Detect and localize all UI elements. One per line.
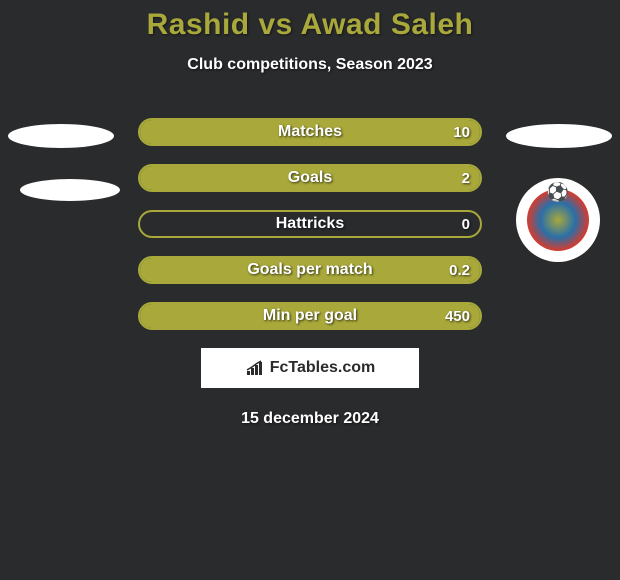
bar-label: Goals [138, 164, 482, 192]
page-title: Rashid vs Awad Saleh [0, 8, 620, 42]
bar-row: Min per goal 450 [138, 302, 482, 330]
bar-row: Hattricks 0 [138, 210, 482, 238]
bar-label: Min per goal [138, 302, 482, 330]
bar-value: 0.2 [449, 256, 470, 284]
bar-value: 10 [453, 118, 470, 146]
bar-value: 2 [462, 164, 470, 192]
stats-bars: Matches 10 Goals 2 Hattricks 0 Goals per… [0, 118, 620, 330]
bar-row: Goals per match 0.2 [138, 256, 482, 284]
bar-label: Matches [138, 118, 482, 146]
bar-row: Goals 2 [138, 164, 482, 192]
bar-label: Hattricks [138, 210, 482, 238]
bar-label: Goals per match [138, 256, 482, 284]
logo-text: FcTables.com [270, 359, 376, 377]
page-subtitle: Club competitions, Season 2023 [0, 56, 620, 74]
bar-chart-icon [245, 359, 267, 377]
bar-row: Matches 10 [138, 118, 482, 146]
source-logo: FcTables.com [201, 348, 419, 388]
bar-value: 450 [445, 302, 470, 330]
bar-value: 0 [462, 210, 470, 238]
date-line: 15 december 2024 [0, 410, 620, 428]
